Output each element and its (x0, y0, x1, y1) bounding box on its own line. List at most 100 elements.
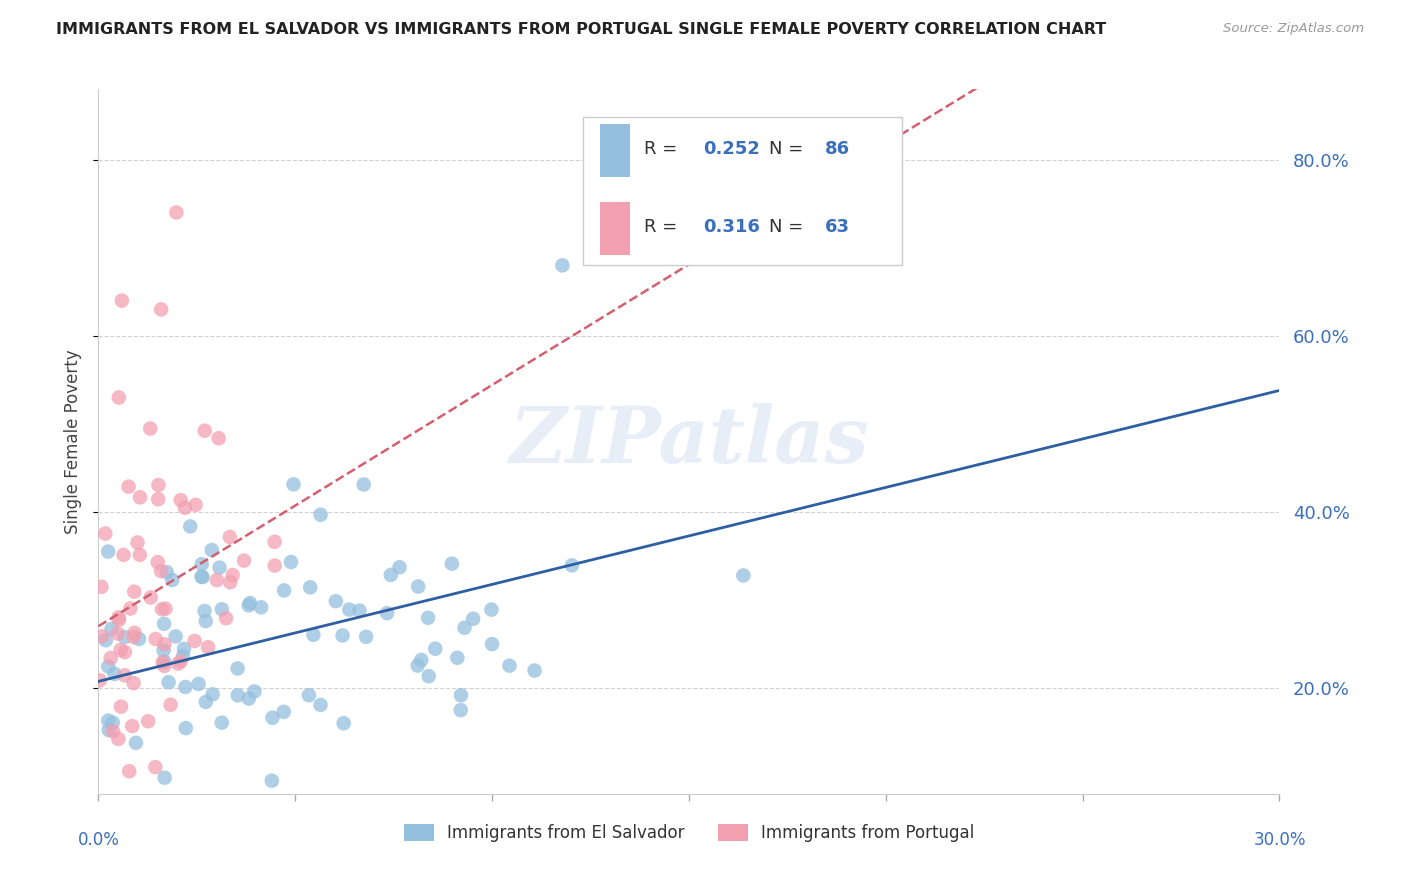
Point (406, 658, 429, 673)
Point (110, 699, 132, 714)
Point (263, 558, 285, 573)
Point (173, 500, 195, 515)
Point (416, 611, 439, 625)
Point (523, 664, 546, 678)
Text: R =: R = (644, 218, 683, 235)
Point (183, 634, 205, 648)
Point (325, 594, 347, 608)
Point (165, 205, 187, 219)
Point (125, 736, 148, 750)
Point (208, 560, 231, 574)
Point (425, 641, 447, 656)
Point (302, 628, 325, 642)
Point (108, 796, 131, 810)
Point (157, 675, 180, 690)
Point (446, 650, 468, 665)
Point (406, 580, 429, 594)
Point (122, 630, 145, 644)
Text: IMMIGRANTS FROM EL SALVADOR VS IMMIGRANTS FROM PORTUGAL SINGLE FEMALE POVERTY CO: IMMIGRANTS FROM EL SALVADOR VS IMMIGRANT… (56, 22, 1107, 37)
Point (239, 596, 262, 610)
Point (107, 626, 129, 640)
Point (453, 621, 475, 635)
Point (107, 731, 129, 746)
Point (108, 391, 131, 405)
Point (107, 610, 129, 624)
Point (150, 564, 173, 578)
Point (148, 478, 170, 492)
Point (179, 519, 201, 533)
Point (153, 616, 176, 631)
Point (139, 591, 162, 605)
Point (440, 557, 463, 571)
Point (101, 724, 124, 739)
Point (280, 555, 302, 569)
Point (260, 773, 283, 788)
Text: Source: ZipAtlas.com: Source: ZipAtlas.com (1223, 22, 1364, 36)
Point (233, 553, 256, 567)
Point (120, 601, 142, 615)
Point (207, 431, 229, 445)
Point (124, 625, 146, 640)
Text: R =: R = (644, 140, 683, 158)
Point (172, 648, 194, 663)
Point (733, 568, 755, 582)
Point (110, 643, 132, 657)
Point (551, 258, 574, 272)
Point (354, 630, 377, 644)
Point (122, 676, 145, 690)
Point (226, 661, 249, 675)
Text: 30.0%: 30.0% (1253, 830, 1306, 849)
Point (353, 477, 375, 491)
Point (332, 628, 354, 642)
Point (159, 698, 181, 712)
Point (238, 599, 260, 613)
Point (114, 645, 136, 659)
Point (100, 622, 122, 636)
Text: ZIPatlas: ZIPatlas (509, 403, 869, 480)
Point (112, 548, 135, 562)
Point (299, 580, 322, 594)
Legend: Immigrants from El Salvador, Immigrants from Portugal: Immigrants from El Salvador, Immigrants … (396, 817, 981, 849)
Point (94, 633, 117, 648)
Point (97, 723, 120, 737)
Point (100, 651, 122, 665)
Point (332, 716, 354, 731)
Point (219, 575, 242, 590)
Point (89, 673, 111, 688)
Point (155, 601, 177, 615)
Point (97, 544, 120, 558)
Bar (600, 124, 630, 178)
Point (481, 602, 503, 616)
Point (90, 580, 112, 594)
Text: N =: N = (769, 140, 810, 158)
Point (143, 760, 166, 774)
Text: 0.252: 0.252 (703, 140, 761, 158)
Text: 63: 63 (825, 218, 849, 235)
Point (94, 526, 117, 541)
Point (114, 668, 136, 682)
Point (337, 602, 360, 616)
Point (197, 640, 219, 655)
Point (254, 796, 277, 810)
Point (349, 603, 371, 617)
Point (165, 629, 187, 643)
Point (153, 771, 176, 785)
Point (118, 764, 141, 779)
Point (162, 573, 184, 587)
Point (211, 602, 233, 616)
Point (97, 714, 120, 728)
Point (101, 715, 124, 730)
Point (838, 205, 860, 219)
Point (129, 491, 152, 505)
Point (148, 492, 170, 507)
Text: 0.316: 0.316 (703, 218, 761, 235)
Point (117, 480, 139, 494)
Point (221, 568, 243, 582)
Point (146, 555, 169, 569)
Point (150, 602, 173, 616)
Point (380, 568, 402, 582)
Point (418, 669, 440, 683)
Point (190, 557, 212, 571)
Point (108, 613, 131, 627)
Point (153, 655, 176, 669)
